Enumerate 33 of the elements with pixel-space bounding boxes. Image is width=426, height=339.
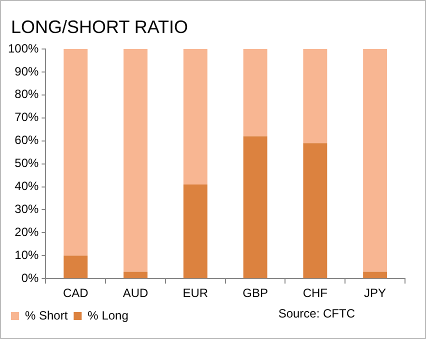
bar xyxy=(303,49,328,144)
y-tick-label: 30% xyxy=(14,202,40,216)
y-tick-label: 70% xyxy=(14,110,40,124)
y-tick-label: 60% xyxy=(14,133,40,148)
bar xyxy=(243,136,268,278)
bar xyxy=(124,272,148,278)
legend-label: % Long xyxy=(88,308,128,322)
bar xyxy=(363,272,388,278)
bar xyxy=(303,143,328,278)
y-tick-label: 100% xyxy=(8,41,40,56)
y-tick-label: 50% xyxy=(14,156,40,170)
y-tick-label: 20% xyxy=(14,224,40,239)
x-tick-label: EUR xyxy=(182,286,208,300)
x-tick-label: AUD xyxy=(122,286,149,300)
bar xyxy=(363,49,388,272)
bar xyxy=(183,49,208,184)
x-tick-label: CHF xyxy=(302,286,328,300)
source-note: Source: CFTC xyxy=(278,306,356,320)
bar xyxy=(64,49,88,256)
y-tick-label: 40% xyxy=(14,179,40,194)
bar xyxy=(64,256,88,278)
bar xyxy=(183,184,208,278)
bar xyxy=(243,49,268,136)
x-tick-label: JPY xyxy=(364,286,386,300)
x-tick-label: CAD xyxy=(62,286,89,300)
bar xyxy=(124,49,148,272)
y-tick-label: 80% xyxy=(14,87,40,102)
chart-title: LONG/SHORT RATIO xyxy=(11,17,188,38)
legend-label: % Short xyxy=(25,308,68,322)
y-tick-label: 90% xyxy=(14,64,40,78)
y-tick-label: 10% xyxy=(14,248,40,262)
x-tick-label: GBP xyxy=(242,286,268,300)
y-tick-label: 0% xyxy=(21,270,40,285)
